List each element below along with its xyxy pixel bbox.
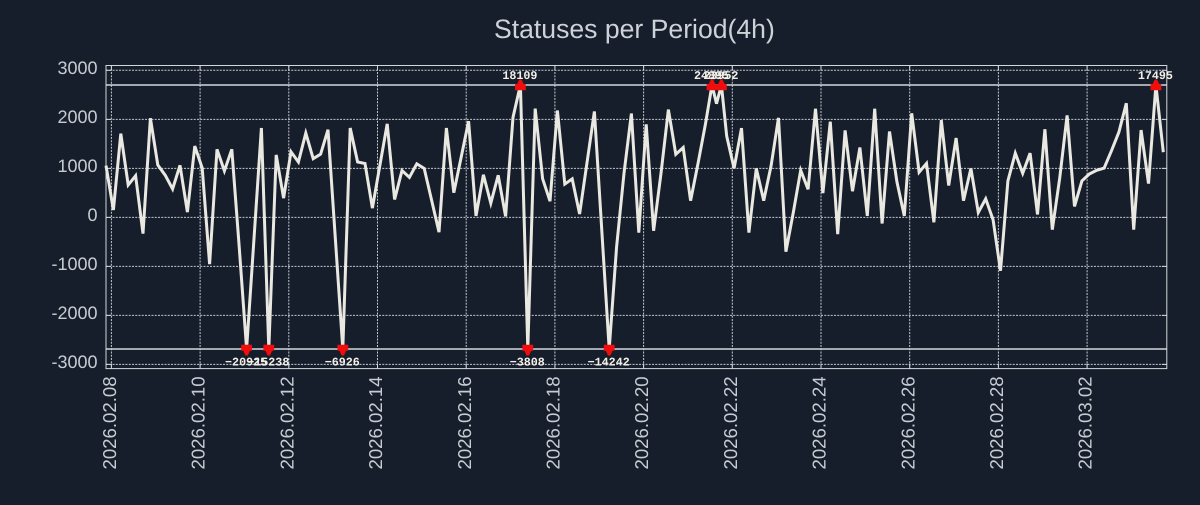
svg-text:2026.02.24: 2026.02.24 xyxy=(809,376,830,469)
svg-text:−14242: −14242 xyxy=(588,356,630,370)
svg-text:2026.02.16: 2026.02.16 xyxy=(454,376,475,469)
svg-text:-3000: -3000 xyxy=(51,352,97,372)
svg-text:2026.02.18: 2026.02.18 xyxy=(543,376,564,469)
svg-text:2026.02.22: 2026.02.22 xyxy=(720,376,741,469)
svg-text:2026.02.12: 2026.02.12 xyxy=(276,376,297,469)
svg-text:−15238: −15238 xyxy=(247,356,289,370)
svg-text:-2000: -2000 xyxy=(51,303,97,323)
svg-text:1000: 1000 xyxy=(57,156,97,176)
svg-text:−3808: −3808 xyxy=(510,356,545,370)
svg-text:23952: 23952 xyxy=(703,69,738,83)
svg-text:2026.02.08: 2026.02.08 xyxy=(99,376,120,469)
svg-text:2026.02.14: 2026.02.14 xyxy=(365,376,386,469)
svg-text:2026.02.10: 2026.02.10 xyxy=(188,376,209,469)
svg-text:18109: 18109 xyxy=(502,69,537,83)
svg-text:2026.02.28: 2026.02.28 xyxy=(986,376,1007,469)
svg-text:0: 0 xyxy=(87,205,97,225)
svg-text:2000: 2000 xyxy=(57,107,97,127)
svg-text:2026.02.20: 2026.02.20 xyxy=(631,376,652,469)
svg-text:-1000: -1000 xyxy=(51,254,97,274)
svg-text:−6926: −6926 xyxy=(325,356,360,370)
svg-text:2026.02.26: 2026.02.26 xyxy=(897,376,918,469)
svg-text:2026.03.02: 2026.03.02 xyxy=(1075,376,1096,469)
svg-text:Statuses per Period(4h): Statuses per Period(4h) xyxy=(494,14,775,44)
svg-text:17495: 17495 xyxy=(1138,69,1173,83)
svg-text:3000: 3000 xyxy=(57,58,97,78)
svg-text:−20925: −20925 xyxy=(225,356,267,370)
